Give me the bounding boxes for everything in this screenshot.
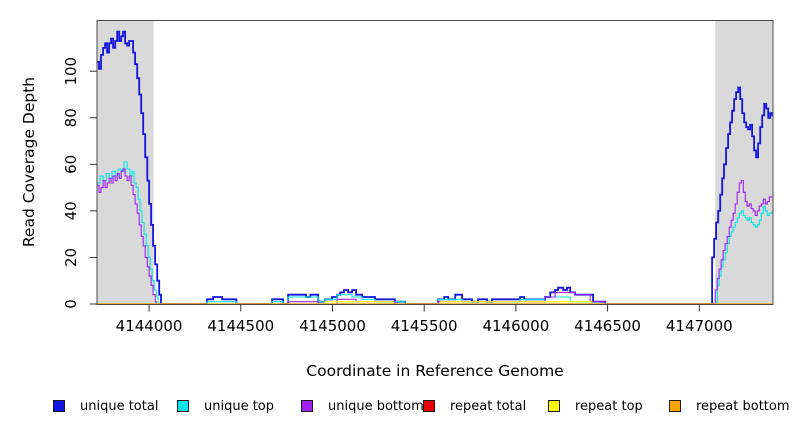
legend-label: repeat total	[450, 398, 527, 414]
y-tick-label: 20	[62, 248, 80, 267]
axis-ticks	[90, 70, 700, 312]
y-axis-title: Read Coverage Depth	[20, 77, 38, 247]
y-tick-label: 80	[62, 108, 80, 127]
plot-border	[96, 20, 774, 305]
legend-swatch-icon	[423, 400, 435, 412]
y-tick-label: 40	[62, 201, 80, 220]
x-tick-label: 4145000	[299, 317, 366, 335]
legend-item-repeat-bottom: repeat bottom	[669, 394, 790, 418]
x-tick-label: 4146500	[574, 317, 641, 335]
y-tick-label: 100	[62, 57, 80, 86]
x-tick-label: 4147000	[666, 317, 733, 335]
x-tick-label: 4146000	[482, 317, 549, 335]
shaded-region	[715, 20, 773, 305]
legend-swatch-icon	[53, 400, 65, 412]
legend-label: repeat top	[575, 398, 643, 414]
legend-label: repeat bottom	[696, 398, 790, 414]
series-line-unique-bottom	[97, 168, 773, 305]
plot-legend: unique total unique top unique bottom repea…	[0, 394, 792, 418]
x-tick-label: 4145500	[391, 317, 458, 335]
legend-swatch-icon	[548, 400, 560, 412]
axis-tick-labels: 4144000 4144500 4145000 4145500 4146000 41465…	[62, 57, 733, 335]
legend-item-unique-bottom: unique bottom	[301, 394, 424, 418]
legend-label: unique total	[80, 398, 159, 414]
legend-swatch-icon	[301, 400, 313, 412]
x-tick-label: 4144500	[207, 317, 274, 335]
legend-item-repeat-total: repeat total	[423, 394, 526, 418]
legend-swatch-icon	[177, 400, 189, 412]
x-tick-label: 4144000	[116, 317, 183, 335]
legend-item-unique-total: unique total	[53, 394, 158, 418]
legend-label: unique bottom	[328, 398, 424, 414]
legend-label: unique top	[204, 398, 275, 414]
legend-item-unique-top: unique top	[177, 394, 274, 418]
legend-item-repeat-top: repeat top	[548, 394, 643, 418]
y-tick-label: 60	[62, 155, 80, 174]
series-line-unique-total	[97, 30, 774, 305]
y-tick-label: 0	[62, 299, 80, 309]
plot-frame	[96, 20, 774, 305]
legend-swatch-icon	[669, 400, 681, 412]
series-lines	[97, 30, 774, 305]
shaded-regions	[97, 20, 773, 305]
x-axis-title: Coordinate in Reference Genome	[306, 362, 563, 380]
series-line-unique-top	[97, 161, 773, 305]
